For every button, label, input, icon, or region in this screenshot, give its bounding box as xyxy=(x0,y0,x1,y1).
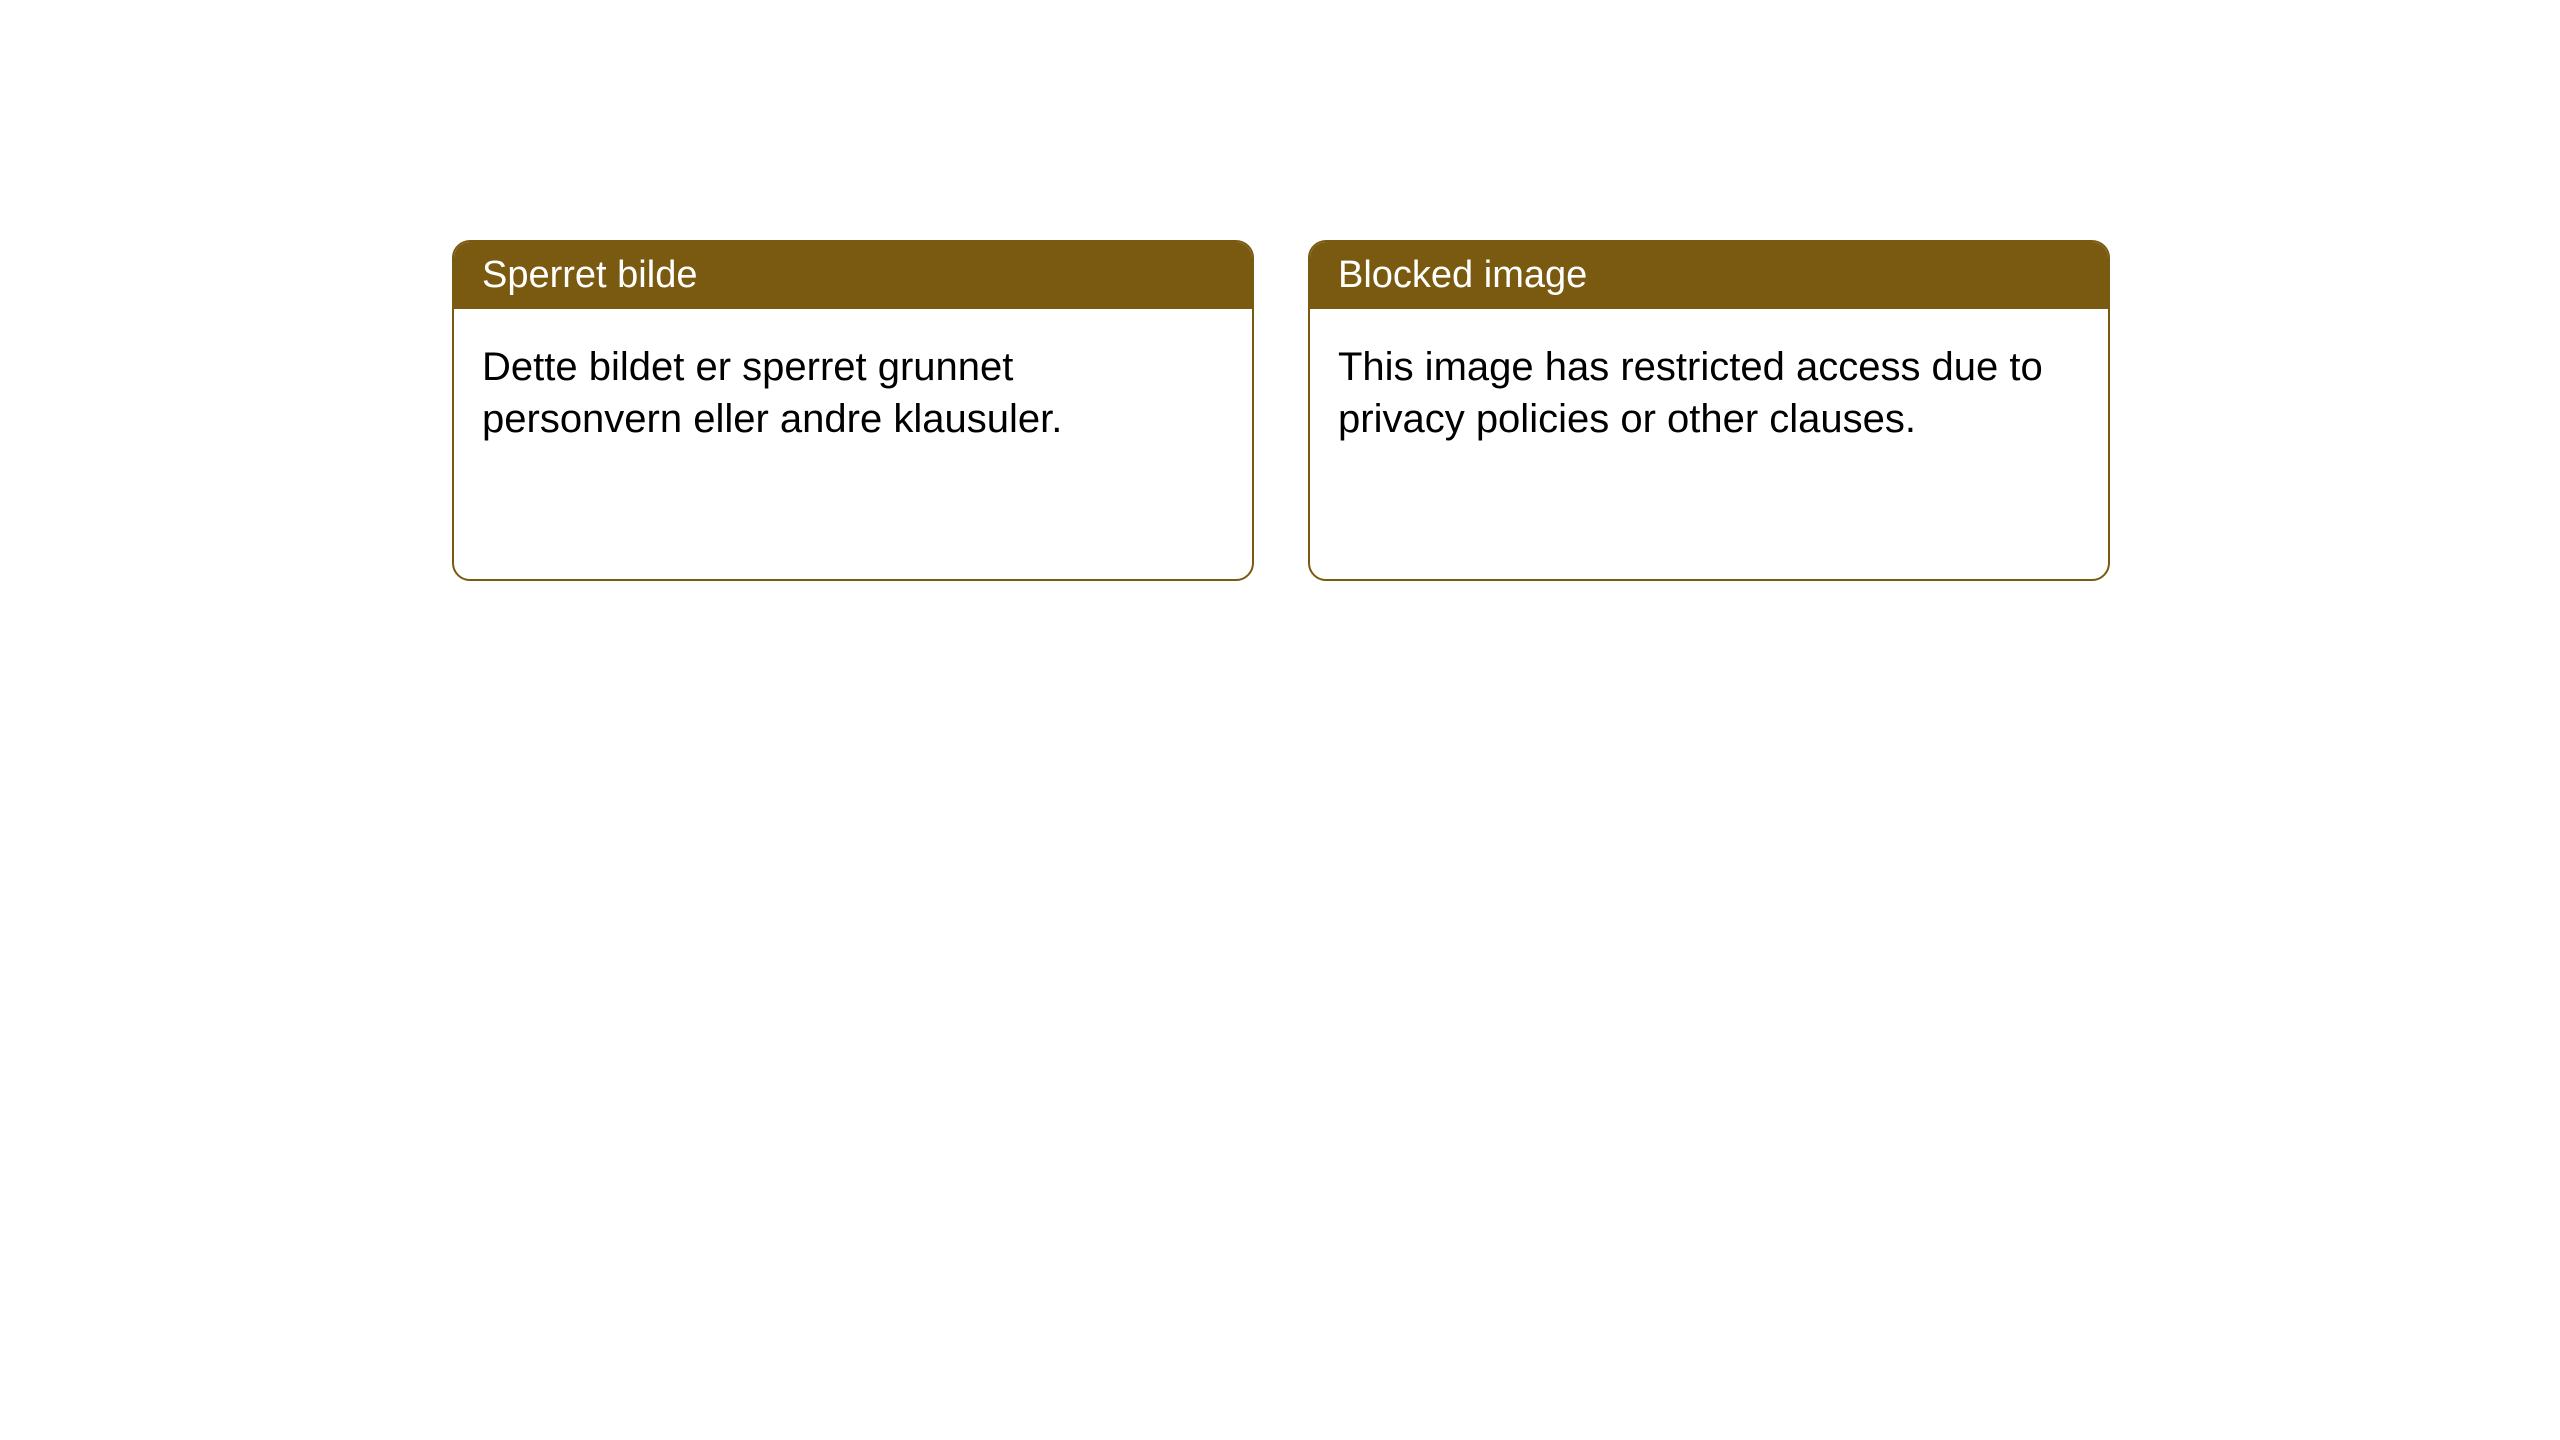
notice-card-norwegian: Sperret bilde Dette bildet er sperret gr… xyxy=(452,240,1254,581)
card-header: Sperret bilde xyxy=(454,242,1252,309)
notice-cards-container: Sperret bilde Dette bildet er sperret gr… xyxy=(452,240,2110,581)
card-title: Sperret bilde xyxy=(482,254,697,296)
card-body: This image has restricted access due to … xyxy=(1310,309,2108,579)
card-header: Blocked image xyxy=(1310,242,2108,309)
card-message: Dette bildet er sperret grunnet personve… xyxy=(482,341,1224,445)
card-message: This image has restricted access due to … xyxy=(1338,341,2080,445)
notice-card-english: Blocked image This image has restricted … xyxy=(1308,240,2110,581)
card-title: Blocked image xyxy=(1338,254,1587,296)
card-body: Dette bildet er sperret grunnet personve… xyxy=(454,309,1252,579)
